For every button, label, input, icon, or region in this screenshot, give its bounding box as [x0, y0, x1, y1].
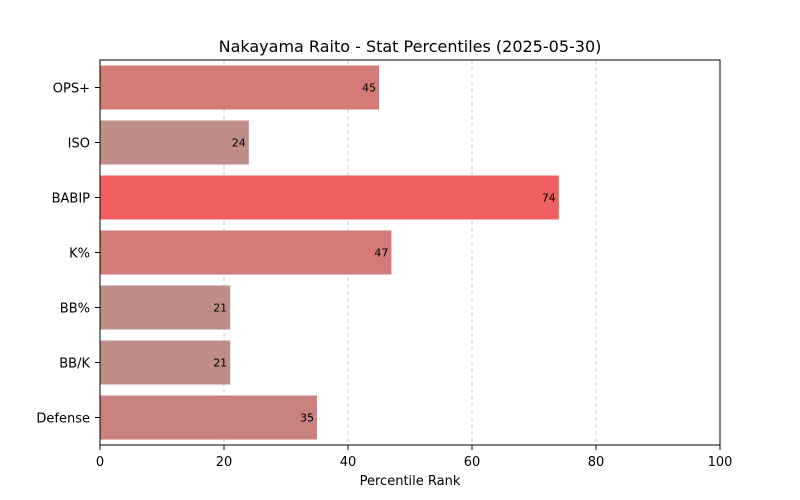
x-tick-label-1: 20	[216, 455, 233, 470]
x-tick-label-3: 60	[464, 455, 481, 470]
bar-3	[100, 230, 392, 275]
y-tick-label-1: ISO	[68, 137, 90, 152]
y-tick-label-0: OPS+	[53, 82, 90, 97]
bar-0	[100, 65, 379, 110]
x-tick-label-0: 0	[96, 455, 104, 470]
value-labels: 45 24 74 47 21 21 35	[213, 82, 556, 425]
bars	[100, 65, 559, 440]
x-tick-label-5: 100	[708, 455, 733, 470]
value-label-6: 35	[300, 412, 314, 425]
x-tick-label-4: 80	[588, 455, 605, 470]
x-axis-ticks: 0 20 40 60 80 100	[96, 445, 733, 470]
y-tick-label-3: K%	[69, 247, 90, 262]
bar-4	[100, 285, 231, 330]
x-axis-label: Percentile Rank	[360, 474, 461, 489]
chart-title: Nakayama Raito - Stat Percentiles (2025-…	[219, 37, 602, 56]
y-tick-label-4: BB%	[60, 302, 90, 317]
value-label-5: 21	[213, 357, 227, 370]
value-label-2: 74	[542, 192, 556, 205]
y-tick-label-6: Defense	[36, 412, 90, 427]
y-axis-ticks: OPS+ ISO BABIP K% BB% BB/K Defense	[36, 82, 100, 427]
value-label-4: 21	[213, 302, 227, 315]
bar-6	[100, 395, 317, 440]
value-label-3: 47	[374, 247, 388, 260]
value-label-1: 24	[232, 137, 246, 150]
y-tick-label-2: BABIP	[52, 192, 91, 207]
y-tick-label-5: BB/K	[59, 357, 90, 372]
value-label-0: 45	[362, 82, 376, 95]
bar-1	[100, 120, 249, 165]
bar-5	[100, 340, 231, 385]
x-tick-label-2: 40	[340, 455, 357, 470]
bar-2	[100, 175, 559, 220]
